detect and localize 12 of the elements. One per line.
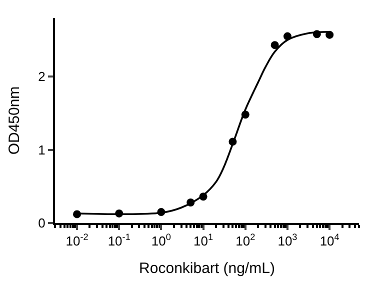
y-tick-label: 2 [38,69,46,84]
y-tick-label: 0 [38,216,46,231]
x-tick-label: 10$^{2}$ [236,232,256,249]
x-tick-label: 10$^{4}$ [320,232,340,249]
x-tick-label: 10$^{3}$ [278,232,298,249]
y-axis-title: OD450nm [6,86,23,155]
x-axis-title: Roconkibart (ng/mL) [139,260,275,278]
x-tick-label: 10$^{1}$ [194,232,214,249]
x-tick-label: 10$^{0}$ [151,232,171,249]
x-tick-label: 10$^{-2}$ [66,232,88,249]
x-tick-label: 10$^{-1}$ [108,232,130,249]
y-tick-label: 1 [38,142,46,158]
